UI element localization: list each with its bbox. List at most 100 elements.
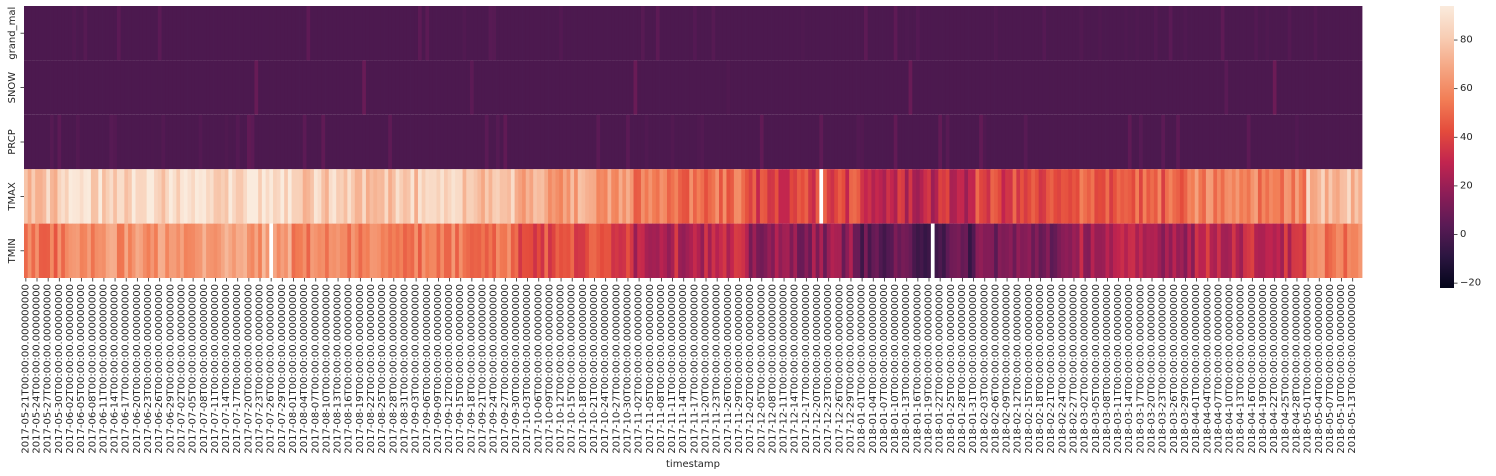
heatmap-cell: [332, 223, 337, 278]
heatmap-cell: [912, 223, 917, 278]
heatmap-cell: [1068, 169, 1073, 224]
heatmap-cell: [1008, 60, 1014, 115]
heatmap-cell: [496, 60, 501, 115]
heatmap-cell: [707, 114, 712, 170]
heatmap-cell: [1228, 114, 1233, 170]
heatmap-cell: [830, 6, 835, 61]
heatmap-cell: [1358, 6, 1363, 61]
heatmap-cell: [1153, 114, 1158, 170]
heatmap-cell: [194, 223, 200, 278]
heatmap-cell: [284, 60, 289, 115]
heatmap-cell: [670, 114, 675, 170]
heatmap-cell: [1276, 60, 1281, 115]
heatmap-cell: [581, 223, 586, 278]
heatmap-cell: [585, 6, 590, 61]
heatmap-cell: [265, 169, 270, 224]
heatmap-cell: [87, 6, 92, 61]
heatmap-cell: [548, 223, 553, 278]
heatmap-cell: [626, 6, 631, 61]
x-tick-label: 2017-11-23T00:00:00.000000000: [712, 284, 723, 454]
heatmap-cell: [871, 223, 876, 278]
heatmap-cell: [183, 6, 188, 61]
heatmap-cell: [1098, 114, 1103, 170]
heatmap-cell: [860, 60, 865, 115]
heatmap-cell: [596, 114, 601, 170]
heatmap-cell: [1343, 60, 1348, 115]
heatmap-cell: [1090, 223, 1095, 278]
heatmap-cell: [1172, 6, 1177, 61]
heatmap-cell: [759, 223, 765, 278]
heatmap-cell: [35, 169, 40, 224]
x-tick-label: 2018-03-17T00:00:00.000000000: [1135, 284, 1146, 454]
heatmap-cell: [689, 114, 694, 170]
heatmap-cell: [785, 169, 791, 224]
heatmap-cell: [462, 60, 467, 115]
heatmap-cell: [239, 114, 244, 170]
heatmap-cell: [224, 169, 229, 224]
heatmap-cell: [358, 114, 363, 170]
heatmap-cell: [1098, 223, 1103, 278]
heatmap-cell: [1016, 6, 1021, 61]
heatmap-cell: [1098, 60, 1103, 115]
heatmap-cell: [1191, 223, 1196, 278]
heatmap-cell: [990, 60, 995, 115]
heatmap-cell: [1161, 6, 1166, 61]
heatmap-cell: [685, 6, 690, 61]
heatmap-cell: [116, 60, 122, 115]
heatmap-cell: [893, 60, 898, 115]
heatmap-cell: [1324, 223, 1329, 278]
heatmap-cell: [46, 6, 51, 61]
heatmap-cell: [1027, 169, 1032, 224]
heatmap-cell: [436, 114, 441, 170]
heatmap-cell: [299, 114, 304, 170]
heatmap-cell: [629, 169, 634, 224]
heatmap-cell: [596, 60, 601, 115]
heatmap-cell: [1139, 6, 1144, 61]
heatmap-cell: [982, 6, 988, 61]
heatmap-cell: [135, 169, 140, 224]
heatmap-cell: [600, 6, 605, 61]
heatmap-cell: [849, 6, 854, 61]
x-tick-label: 2017-07-08T00:00:00.000000000: [199, 284, 210, 454]
heatmap-cell: [971, 6, 976, 61]
heatmap-cell: [930, 114, 935, 170]
x-tick-label: 2018-02-03T00:00:00.000000000: [979, 284, 990, 454]
heatmap-cell: [1209, 6, 1214, 61]
heatmap-cell: [1068, 60, 1073, 115]
x-tick-label: 2018-04-10T00:00:00.000000000: [1225, 284, 1236, 454]
heatmap-cell: [808, 223, 813, 278]
heatmap-cell: [1194, 6, 1199, 61]
heatmap-cell: [1231, 169, 1237, 224]
heatmap-cell: [1298, 60, 1303, 115]
heatmap-cell: [748, 169, 753, 224]
x-tick-label: 2018-05-04T00:00:00.000000000: [1314, 284, 1325, 454]
heatmap-cell: [863, 60, 869, 115]
heatmap-cell: [447, 114, 452, 170]
heatmap-cell: [68, 6, 73, 61]
heatmap-cell: [440, 6, 445, 61]
heatmap-cell: [1347, 114, 1352, 170]
heatmap-cell: [1321, 169, 1326, 224]
heatmap-cell: [529, 169, 534, 224]
heatmap-cell: [1283, 223, 1289, 278]
heatmap-cell: [607, 60, 612, 115]
x-tick-label: 2018-01-31T00:00:00.000000000: [968, 284, 979, 454]
heatmap-cell: [1250, 6, 1255, 61]
heatmap-cell: [295, 114, 300, 170]
x-tick-label: 2017-12-17T00:00:00.000000000: [801, 284, 812, 454]
heatmap-cell: [1317, 6, 1322, 61]
heatmap-cell: [548, 60, 553, 115]
heatmap-cell: [258, 169, 263, 224]
heatmap-cell: [317, 60, 322, 115]
heatmap-cell: [1168, 223, 1173, 278]
heatmap-cell: [116, 6, 122, 61]
heatmap-cell: [644, 60, 649, 115]
heatmap-cell: [637, 60, 642, 115]
heatmap-cell: [644, 169, 649, 224]
heatmap-cell: [1064, 114, 1069, 170]
heatmap-cell: [139, 223, 144, 278]
x-tick-label: 2017-11-17T00:00:00.000000000: [689, 284, 700, 454]
heatmap-cell: [332, 6, 337, 61]
heatmap-cell: [161, 60, 166, 115]
heatmap-cell: [317, 169, 322, 224]
